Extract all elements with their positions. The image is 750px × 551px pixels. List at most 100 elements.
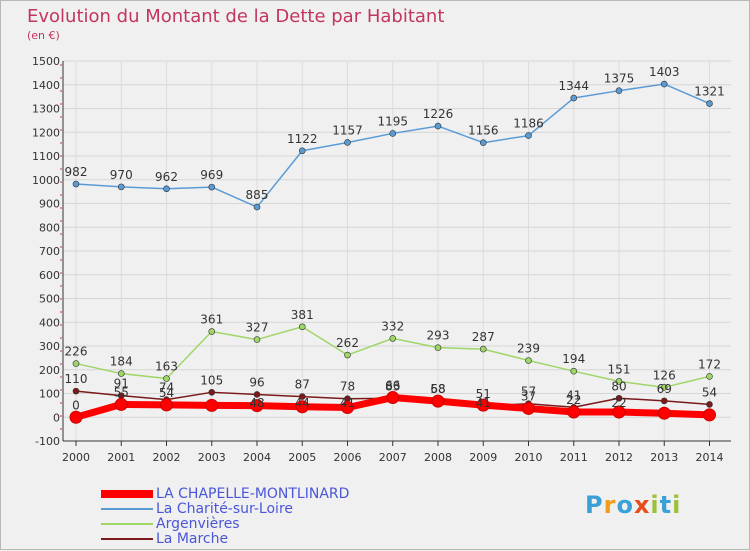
data-label: 293 xyxy=(427,329,450,343)
data-point xyxy=(163,375,170,382)
data-label: 1157 xyxy=(332,123,363,137)
logo-letter: o xyxy=(616,491,634,519)
data-point xyxy=(706,100,713,107)
data-point xyxy=(69,410,83,424)
x-tick-label: 2012 xyxy=(605,451,633,464)
data-point xyxy=(570,367,578,375)
data-point xyxy=(615,378,623,385)
data-point xyxy=(389,130,397,137)
data-label: 41 xyxy=(340,396,355,410)
data-label: 239 xyxy=(517,341,540,355)
data-point xyxy=(431,394,445,408)
data-point xyxy=(298,393,306,400)
legend-label: La Charité-sur-Loire xyxy=(156,501,294,517)
data-label: 51 xyxy=(476,387,491,401)
x-tick-label: 2013 xyxy=(650,451,678,464)
data-point xyxy=(479,345,487,353)
data-label: 58 xyxy=(430,382,445,396)
data-label: 55 xyxy=(114,385,129,399)
data-label: 57 xyxy=(521,385,536,399)
data-point xyxy=(72,387,80,395)
y-tick-label: 700 xyxy=(39,245,60,258)
data-label: 226 xyxy=(65,345,88,359)
data-label: 69 xyxy=(657,382,672,396)
data-label: 332 xyxy=(381,319,404,333)
data-point xyxy=(567,405,581,419)
y-tick-label: 1500 xyxy=(32,55,60,68)
data-label: 184 xyxy=(110,355,133,369)
data-label: 54 xyxy=(159,386,174,400)
data-label: 970 xyxy=(110,168,133,182)
data-point xyxy=(525,357,532,364)
y-tick-label: 300 xyxy=(39,340,60,353)
data-point xyxy=(253,391,261,398)
data-label: 262 xyxy=(336,336,359,350)
data-label: 110 xyxy=(65,372,88,386)
y-tick-label: 800 xyxy=(39,221,60,234)
data-point xyxy=(660,80,668,88)
y-tick-label: 400 xyxy=(39,316,60,329)
data-point xyxy=(208,183,216,191)
x-tick-label: 2006 xyxy=(334,451,362,464)
x-tick-label: 2001 xyxy=(107,451,135,464)
data-point xyxy=(208,328,216,335)
data-point xyxy=(525,132,532,139)
logo-letter: x xyxy=(633,491,651,519)
data-label: 37 xyxy=(521,389,536,403)
data-label: 381 xyxy=(291,308,314,322)
y-tick-label: 1300 xyxy=(32,103,60,116)
legend-label: La Marche xyxy=(156,531,229,547)
y-tick-label: 1100 xyxy=(32,150,60,163)
data-point xyxy=(615,394,623,402)
data-point xyxy=(344,139,351,146)
data-label: 982 xyxy=(65,165,88,179)
data-point xyxy=(612,405,626,419)
data-point xyxy=(72,360,80,367)
data-label: 54 xyxy=(702,385,717,399)
data-label: 44 xyxy=(295,396,310,410)
data-point xyxy=(389,335,397,342)
data-point xyxy=(341,401,354,415)
data-point xyxy=(703,408,716,422)
data-point xyxy=(117,183,125,191)
data-point xyxy=(114,397,128,411)
data-label: 66 xyxy=(385,379,400,393)
data-label: 1226 xyxy=(423,107,454,121)
data-point xyxy=(208,389,216,396)
logo-letter: i xyxy=(650,491,660,519)
data-point xyxy=(615,87,623,94)
data-point xyxy=(660,384,668,391)
logo-letter: P xyxy=(585,491,604,519)
data-label: 163 xyxy=(155,360,178,374)
data-point xyxy=(434,344,442,351)
chart-unit: (en €) xyxy=(27,29,60,42)
data-label: 194 xyxy=(562,352,585,366)
x-tick-label: 2010 xyxy=(515,451,543,464)
data-label: 172 xyxy=(698,357,721,371)
data-point xyxy=(117,370,125,377)
data-label: 151 xyxy=(608,362,631,376)
data-point xyxy=(253,336,261,343)
data-point xyxy=(205,398,219,412)
data-label: 91 xyxy=(114,377,129,391)
data-label: 1403 xyxy=(649,65,680,79)
data-point xyxy=(160,398,173,412)
data-label: 87 xyxy=(295,378,310,392)
logo-letter: i xyxy=(672,491,682,519)
data-point xyxy=(253,203,261,211)
data-label: 1122 xyxy=(287,132,318,146)
x-tick-label: 2007 xyxy=(379,451,407,464)
legend-swatch xyxy=(101,538,153,540)
data-point xyxy=(250,399,264,413)
data-label: 969 xyxy=(200,168,223,182)
y-tick-label: 1200 xyxy=(32,126,60,139)
data-label: 287 xyxy=(472,330,495,344)
y-tick-label: 1000 xyxy=(32,174,60,187)
data-point xyxy=(72,180,80,188)
logo-letter: r xyxy=(603,491,617,519)
y-tick-label: 200 xyxy=(39,364,60,377)
x-tick-label: 2008 xyxy=(424,451,452,464)
data-label: 1186 xyxy=(513,117,544,131)
